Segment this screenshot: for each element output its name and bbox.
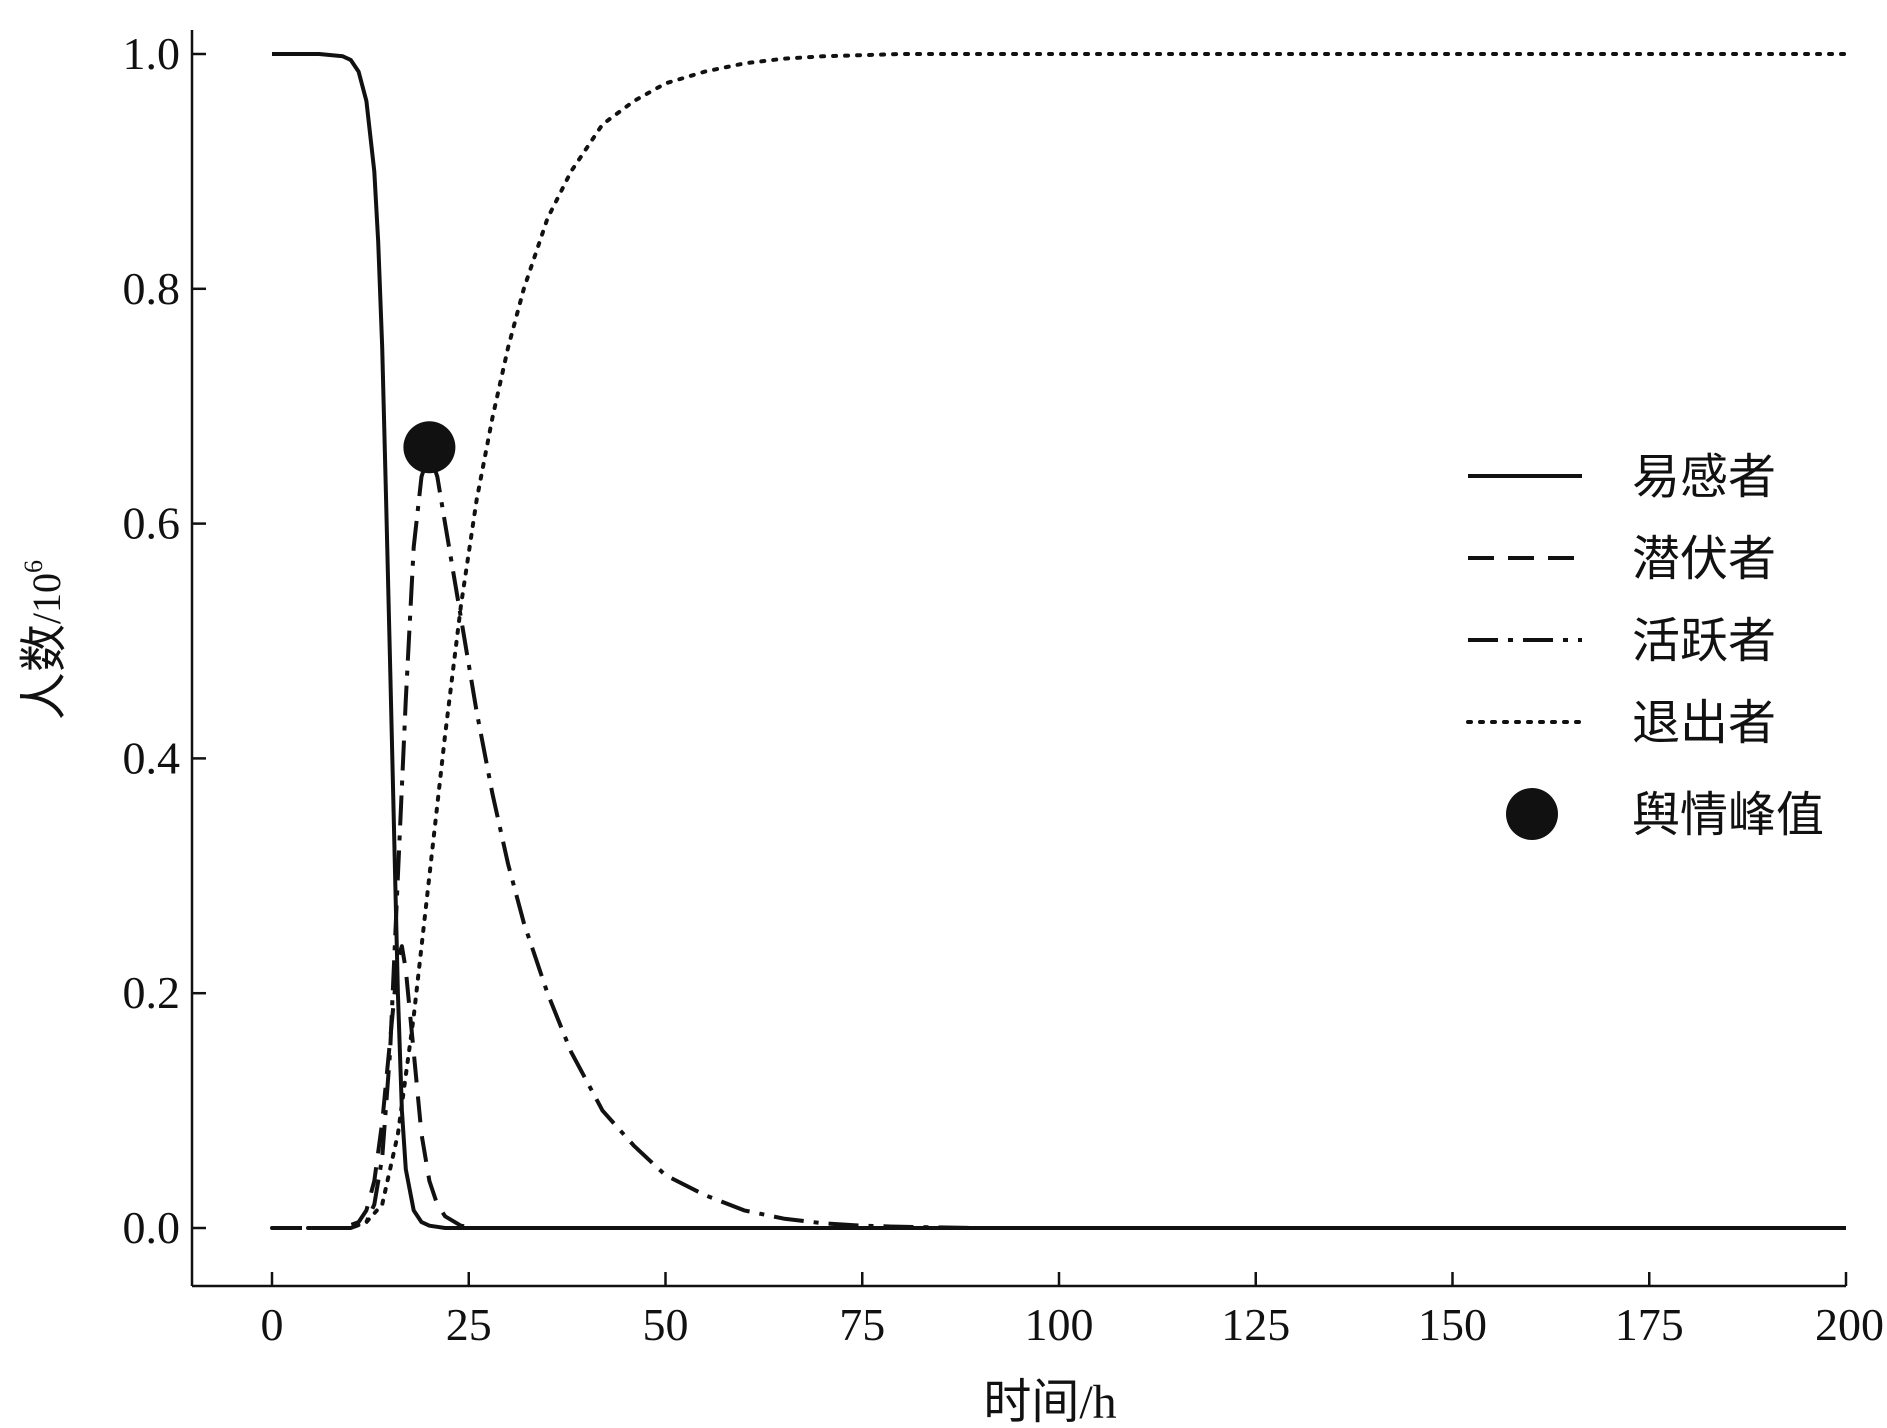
y-tick-label: 0.0 xyxy=(123,1202,181,1253)
x-tick-label: 0 xyxy=(261,1299,284,1350)
legend-peak-marker xyxy=(1506,788,1558,840)
y-axis-title: 人数/106 xyxy=(18,560,71,720)
series-line-dotted xyxy=(270,52,1848,1230)
legend-label: 活跃者 xyxy=(1632,615,1776,668)
x-tick-label: 75 xyxy=(839,1299,885,1350)
y-tick-label: 0.6 xyxy=(123,498,181,549)
y-axis-title-exponent: 6 xyxy=(19,560,48,573)
y-tick-label: 0.8 xyxy=(123,263,181,314)
series-line-dashdot xyxy=(272,451,1846,1230)
x-axis-title: 时间/h xyxy=(983,1376,1116,1428)
y-axis-title-main: 人数 xyxy=(18,624,71,720)
plot-area xyxy=(270,52,1848,1230)
y-tick-label: 0.2 xyxy=(123,967,181,1018)
series-line-dashed xyxy=(272,944,1846,1230)
x-tick-label: 175 xyxy=(1615,1299,1684,1350)
x-tick-label: 50 xyxy=(643,1299,689,1350)
y-tick-label: 0.4 xyxy=(123,732,181,783)
series-line-solid xyxy=(272,52,1846,1230)
x-tick-label: 150 xyxy=(1418,1299,1487,1350)
legend-label: 潜伏者 xyxy=(1632,533,1776,586)
x-tick-label: 25 xyxy=(446,1299,492,1350)
axes: 0.0 0.2 0.4 0.6 0.8 1.0 0 25 50 75 100 125 150 175 200… xyxy=(18,28,1884,1428)
y-tick-label: 1.0 xyxy=(123,28,181,79)
x-tick-label: 125 xyxy=(1221,1299,1290,1350)
y-axis-title-unit: /10 xyxy=(24,573,69,624)
legend-label: 易感者 xyxy=(1632,451,1776,504)
legend-label: 舆情峰值 xyxy=(1632,789,1824,842)
x-tick-label: 200 xyxy=(1815,1299,1884,1350)
peak-marker xyxy=(403,421,456,474)
legend-label: 退出者 xyxy=(1632,697,1776,750)
x-tick-label: 100 xyxy=(1025,1299,1094,1350)
